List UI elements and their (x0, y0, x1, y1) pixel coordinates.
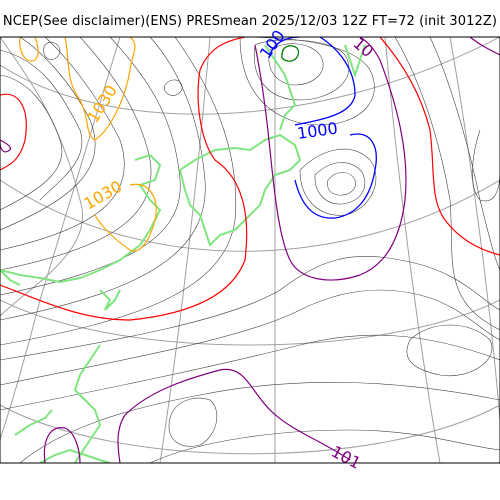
thin-isobars (0, 37, 500, 463)
isobar-1030-b (94, 183, 157, 252)
isobar-1030-a (19, 37, 136, 141)
map-title: NCEP(See disclaimer)(ENS) PRESmean 2025/… (2, 14, 498, 29)
map-frame (0, 36, 500, 464)
label-1000-partial: 100 (256, 26, 289, 62)
isobar-1020 (0, 37, 500, 321)
coastline (0, 44, 366, 463)
label-1010-partial: 10 (349, 34, 377, 62)
isobar-990 (281, 45, 300, 62)
isobar-1010 (0, 37, 500, 463)
graticule (0, 37, 500, 463)
label-1000: 1000 (296, 118, 339, 142)
label-1030-b: 1030 (81, 177, 126, 214)
